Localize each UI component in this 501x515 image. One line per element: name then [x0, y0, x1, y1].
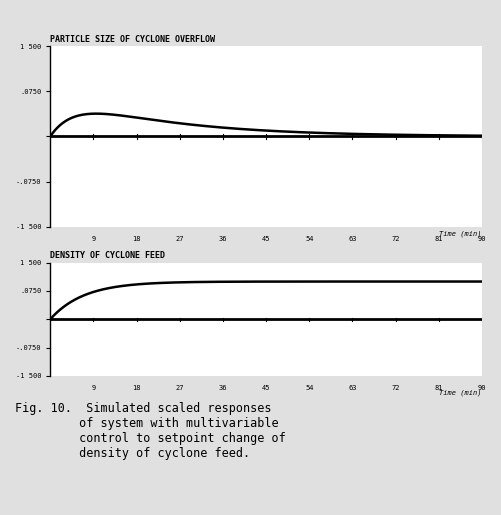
Text: Time (min): Time (min) [438, 389, 481, 396]
Text: Time (min): Time (min) [438, 230, 481, 237]
Text: PARTICLE SIZE OF CYCLONE OVERFLOW: PARTICLE SIZE OF CYCLONE OVERFLOW [50, 35, 215, 44]
Text: Fig. 10.  Simulated scaled responses
         of system with multivariable
     : Fig. 10. Simulated scaled responses of s… [15, 402, 285, 460]
Text: DENSITY OF CYCLONE FEED: DENSITY OF CYCLONE FEED [50, 251, 165, 261]
